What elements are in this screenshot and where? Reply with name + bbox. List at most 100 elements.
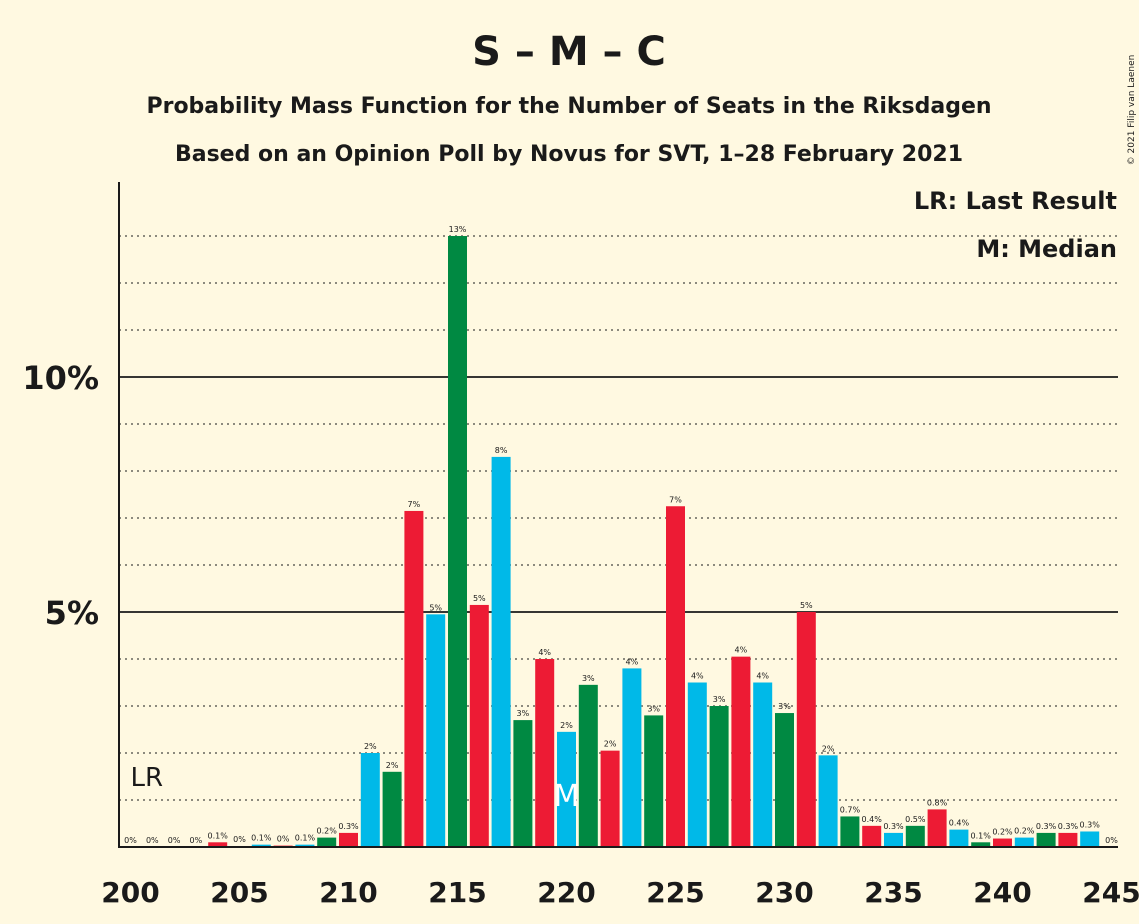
x-tick-200: 200 — [101, 876, 159, 909]
bar-211 — [360, 753, 380, 847]
bar-235 — [884, 832, 903, 847]
data-label-231: 5% — [800, 601, 813, 610]
bar-220 — [557, 731, 576, 847]
data-label-230: 3% — [778, 702, 791, 711]
grid-lines — [119, 235, 1118, 801]
bar-240 — [993, 838, 1012, 847]
data-label-220: 2% — [560, 721, 573, 730]
data-label-207: 0% — [277, 835, 290, 844]
data-label-233: 0.7% — [840, 805, 861, 814]
bar-227 — [709, 706, 729, 847]
bar-243 — [1058, 832, 1078, 847]
bars — [208, 236, 1100, 847]
data-label-223: 4% — [626, 657, 639, 666]
bar-236 — [905, 825, 925, 847]
chart-subtitle-1: Probability Mass Function for the Number… — [146, 94, 991, 119]
data-label-240: 0.2% — [992, 828, 1013, 837]
last-result-marker: LR — [131, 763, 164, 793]
bar-228 — [731, 656, 751, 847]
data-label-211: 2% — [364, 742, 377, 751]
data-label-217: 8% — [495, 446, 508, 455]
data-label-235: 0.3% — [883, 822, 904, 831]
x-tick-205: 205 — [210, 876, 268, 909]
bar-231 — [796, 612, 816, 847]
data-label-216: 5% — [473, 594, 486, 603]
data-label-213: 7% — [408, 500, 421, 509]
x-tick-225: 225 — [646, 876, 704, 909]
data-label-239: 0.1% — [971, 831, 992, 840]
data-label-210: 0.3% — [338, 822, 359, 831]
legend-median: M: Median — [976, 235, 1117, 263]
data-labels: 0% 0% 0% 0%0.1% 0% 0.1% 0% 0.1%0.2%0.3%2%2%7%5%… — [124, 225, 1118, 845]
x-tick-220: 220 — [537, 876, 595, 909]
data-label-242: 0.3% — [1036, 822, 1057, 831]
bar-237 — [927, 809, 947, 847]
data-label-238: 0.4% — [949, 819, 970, 828]
bar-230 — [775, 713, 794, 847]
data-label-203: 0% — [190, 836, 203, 845]
data-label-215: 13% — [449, 225, 467, 234]
bar-219 — [535, 659, 555, 847]
bar-225 — [666, 506, 685, 847]
data-label-224: 3% — [647, 704, 660, 713]
axes — [118, 182, 1118, 848]
data-label-227: 3% — [713, 695, 726, 704]
bar-212 — [382, 771, 402, 847]
data-label-219: 4% — [538, 648, 551, 657]
data-label-241: 0.2% — [1014, 827, 1035, 836]
data-label-232: 2% — [822, 744, 835, 753]
bar-226 — [687, 682, 707, 847]
x-tick-210: 210 — [319, 876, 377, 909]
data-label-208: 0.1% — [295, 834, 316, 843]
bar-222 — [600, 750, 620, 847]
bar-208 — [295, 844, 315, 847]
data-label-236: 0.5% — [905, 815, 926, 824]
bar-216 — [469, 604, 489, 847]
data-label-206: 0.1% — [251, 834, 272, 843]
bar-209 — [317, 837, 337, 847]
bar-210 — [339, 832, 358, 847]
bar-244 — [1080, 831, 1100, 847]
data-label-205: 0% — [233, 835, 246, 844]
data-label-222: 2% — [604, 740, 617, 749]
x-tick-240: 240 — [973, 876, 1031, 909]
bar-204 — [208, 842, 228, 847]
data-label-221: 3% — [582, 674, 595, 683]
bar-238 — [949, 829, 969, 847]
x-tick-215: 215 — [428, 876, 486, 909]
x-tick-230: 230 — [755, 876, 813, 909]
data-label-237: 0.8% — [927, 798, 948, 807]
chart-subtitle-2: Based on an Opinion Poll by Novus for SV… — [175, 142, 963, 167]
bar-229 — [753, 682, 773, 847]
tick-labels: 5% 10% 200 205 210 215 220 225 230 235 240 245 — [22, 359, 1139, 909]
bar-224 — [644, 715, 664, 847]
data-label-212: 2% — [386, 761, 399, 770]
bar-215 — [448, 236, 467, 847]
bar-223 — [622, 668, 642, 847]
y-tick-10: 10% — [22, 359, 99, 397]
bar-242 — [1036, 832, 1056, 847]
legend-last-result: LR: Last Result — [914, 187, 1117, 215]
bar-217 — [491, 456, 511, 847]
data-label-201: 0% — [146, 836, 159, 845]
data-label-202: 0% — [168, 836, 181, 845]
bar-232 — [818, 755, 838, 847]
data-label-244: 0.3% — [1080, 820, 1101, 829]
bar-221 — [578, 684, 598, 847]
x-tick-245: 245 — [1082, 876, 1139, 909]
bar-241 — [1014, 837, 1034, 847]
chart-title: S – M – C — [472, 29, 666, 75]
data-label-226: 4% — [691, 672, 704, 681]
y-tick-5: 5% — [45, 594, 99, 632]
data-label-234: 0.4% — [862, 815, 883, 824]
bar-233 — [840, 816, 860, 847]
bar-213 — [404, 510, 424, 847]
data-label-243: 0.3% — [1058, 822, 1079, 831]
bar-206 — [251, 844, 271, 847]
data-label-228: 4% — [735, 646, 748, 655]
data-label-204: 0.1% — [208, 831, 229, 840]
median-marker: M — [554, 779, 580, 814]
data-label-214: 5% — [429, 603, 442, 612]
data-label-218: 3% — [517, 709, 530, 718]
